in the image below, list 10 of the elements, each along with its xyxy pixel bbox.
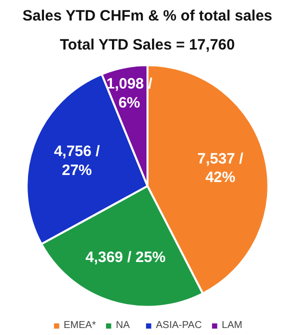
data-label: 4,756 / 27% (54, 143, 101, 179)
data-label: 1,098 / 6% (106, 76, 154, 112)
legend-label: NA (116, 320, 131, 331)
chart-subtitle: Total YTD Sales = 17,760 (60, 36, 235, 54)
legend-label: LAM (222, 320, 242, 331)
legend-label: ASIA-PAC (156, 320, 202, 331)
chart-title: Sales YTD CHFm & % of total sales (22, 8, 272, 24)
data-label: 4,369 / 25% (85, 249, 166, 266)
data-label: 7,537 / 42% (197, 150, 244, 186)
legend-label: EMEA* (64, 320, 96, 331)
